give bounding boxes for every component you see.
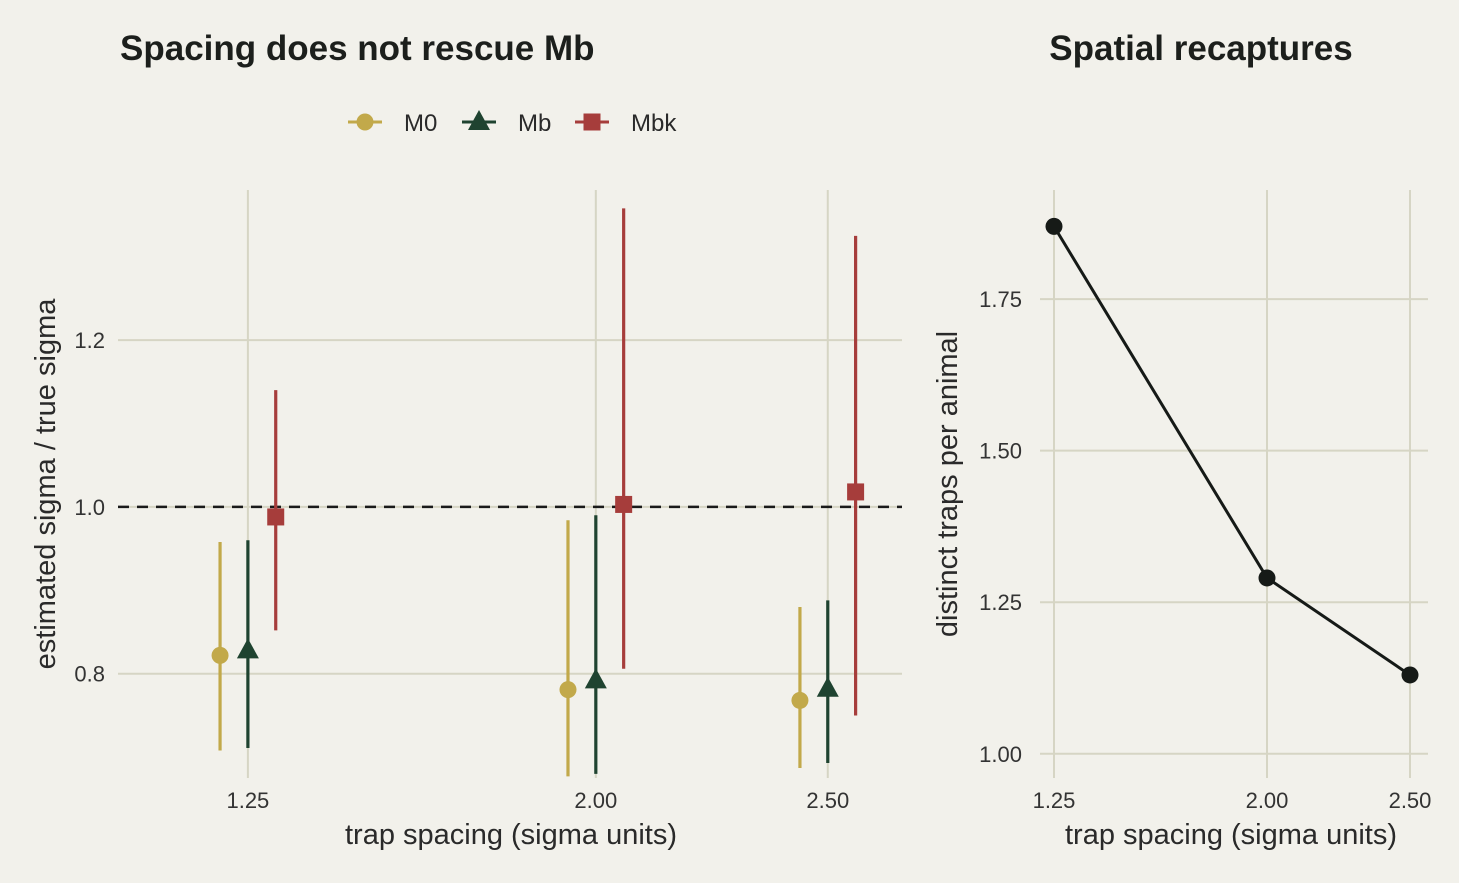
left-chart-title: Spacing does not rescue Mb — [120, 29, 595, 68]
right-y-axis-title: distinct traps per animal — [932, 331, 964, 637]
point-m0 — [791, 691, 809, 709]
left-y-tick-label: 0.8 — [74, 662, 105, 687]
point-mbk — [615, 495, 633, 513]
point-mb — [584, 668, 607, 689]
left-x-tick-label: 1.25 — [226, 788, 269, 813]
legend-marker-mb — [468, 110, 490, 130]
legend-label-mbk: Mbk — [631, 110, 677, 137]
recapture-point — [1401, 666, 1419, 684]
right-y-tick-label: 1.25 — [979, 590, 1022, 615]
right-y-tick-label: 1.50 — [979, 439, 1022, 464]
left-x-tick-label: 2.00 — [574, 788, 617, 813]
right-x-tick-label: 1.25 — [1033, 788, 1076, 813]
point-mb — [816, 676, 839, 697]
left-panel: 0.8 1.0 1.2 1.25 2.00 2.50 Spacing does not re… — [30, 29, 902, 851]
legend-marker-m0 — [356, 113, 374, 131]
right-panel: 1.00 1.25 1.50 1.75 1.25 2.00 2.50 Spatial reca… — [932, 29, 1431, 851]
right-y-tick-label: 1.00 — [979, 742, 1022, 767]
point-m0 — [211, 646, 229, 664]
point-mbk — [267, 508, 285, 526]
right-x-axis-title: trap spacing (sigma units) — [1065, 819, 1397, 851]
right-x-tick-label: 2.50 — [1389, 788, 1432, 813]
legend-label-m0: M0 — [404, 110, 437, 137]
right-y-tick-label: 1.75 — [979, 287, 1022, 312]
right-x-tick-label: 2.00 — [1246, 788, 1289, 813]
point-mbk — [847, 483, 865, 501]
left-x-tick-label: 2.50 — [806, 788, 849, 813]
recapture-point — [1258, 569, 1276, 587]
point-mb — [236, 638, 259, 659]
right-chart-title: Spatial recaptures — [1049, 29, 1352, 68]
point-m0 — [559, 681, 577, 699]
left-y-tick-label: 1.2 — [74, 328, 105, 353]
recapture-point — [1045, 217, 1063, 235]
left-y-tick-label: 1.0 — [74, 495, 105, 520]
legend-marker-mbk — [583, 113, 601, 131]
left-y-axis-title: estimated sigma / true sigma — [30, 298, 62, 670]
left-x-axis-title: trap spacing (sigma units) — [345, 819, 677, 851]
legend-label-mb: Mb — [518, 110, 551, 137]
